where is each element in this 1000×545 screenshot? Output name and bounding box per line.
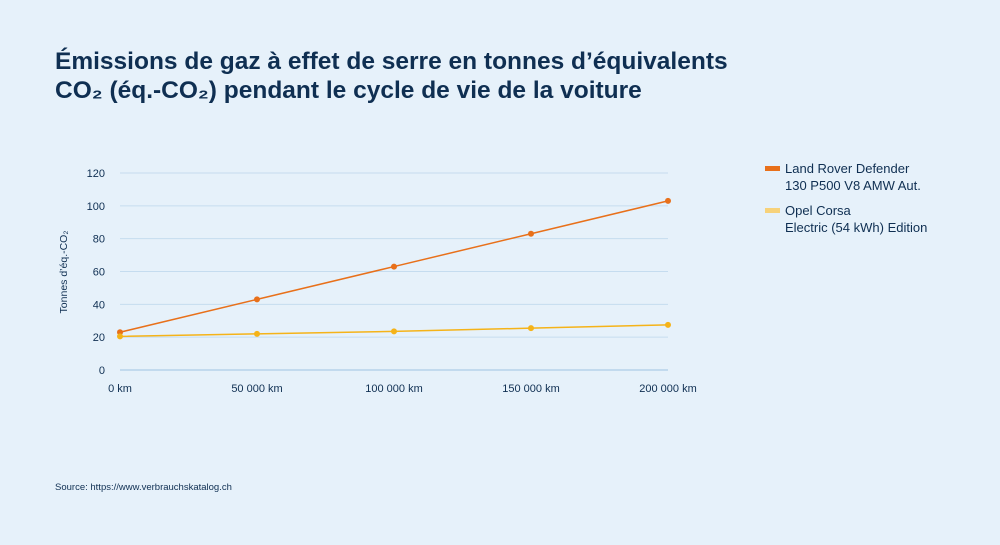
legend-swatch-land-rover xyxy=(765,166,780,171)
x-axis-tick-labels: 0 km 50 000 km 100 000 km 150 000 km 200 000… xyxy=(108,383,697,395)
x-tick-label: 150 000 km xyxy=(502,383,559,395)
data-point xyxy=(254,296,260,303)
legend-label-opel: Opel Corsa Electric (54 kWh) Edition xyxy=(785,202,927,236)
data-point xyxy=(117,333,123,340)
legend-label-line: Land Rover Defender xyxy=(785,161,910,176)
y-tick-label: 20 xyxy=(93,332,105,344)
chart-title-line-2: CO₂ (éq.-CO₂) pendant le cycle de vie de… xyxy=(55,77,642,104)
data-point xyxy=(254,330,260,337)
source-note: Source: https://www.verbrauchskatalog.ch xyxy=(55,482,232,493)
x-tick-label: 200 000 km xyxy=(639,383,696,395)
x-tick-label: 0 km xyxy=(108,383,132,395)
legend-label-line: Electric (54 kWh) Edition xyxy=(785,220,928,235)
data-point xyxy=(391,328,397,335)
x-tick-label: 50 000 km xyxy=(231,383,282,395)
x-tick-label: 100 000 km xyxy=(365,383,422,395)
y-tick-label: 80 xyxy=(93,234,105,246)
y-tick-label: 60 xyxy=(93,267,105,279)
legend-label-line: Opel Corsa xyxy=(785,203,851,218)
legend-label-land-rover: Land Rover Defender 130 P500 V8 AMW Aut. xyxy=(785,160,921,194)
legend: Land Rover Defender 130 P500 V8 AMW Aut.… xyxy=(765,160,985,244)
data-point xyxy=(117,329,123,336)
y-axis-tick-labels: 0 20 40 60 80 100 120 xyxy=(87,168,105,377)
chart-title-line-1: Émissions de gaz à effet de serre en ton… xyxy=(55,48,728,75)
legend-item-land-rover: Land Rover Defender 130 P500 V8 AMW Aut. xyxy=(765,160,985,194)
data-point xyxy=(665,197,671,204)
data-points xyxy=(117,197,671,340)
legend-item-opel: Opel Corsa Electric (54 kWh) Edition xyxy=(765,202,985,236)
legend-label-line: 130 P500 V8 AMW Aut. xyxy=(785,178,921,193)
data-point xyxy=(528,325,534,332)
y-tick-label: 100 xyxy=(87,201,105,213)
y-tick-label: 0 xyxy=(99,365,105,377)
data-point xyxy=(391,263,397,270)
chart-title: Émissions de gaz à effet de serre en ton… xyxy=(55,47,915,105)
grid-lines xyxy=(120,172,668,371)
y-tick-label: 40 xyxy=(93,299,105,311)
data-point xyxy=(665,321,671,328)
legend-swatch-opel xyxy=(765,208,780,213)
y-tick-label: 120 xyxy=(87,168,105,180)
y-axis-label: Tonnes d’éq.-CO₂ xyxy=(58,231,70,314)
data-point xyxy=(528,230,534,237)
